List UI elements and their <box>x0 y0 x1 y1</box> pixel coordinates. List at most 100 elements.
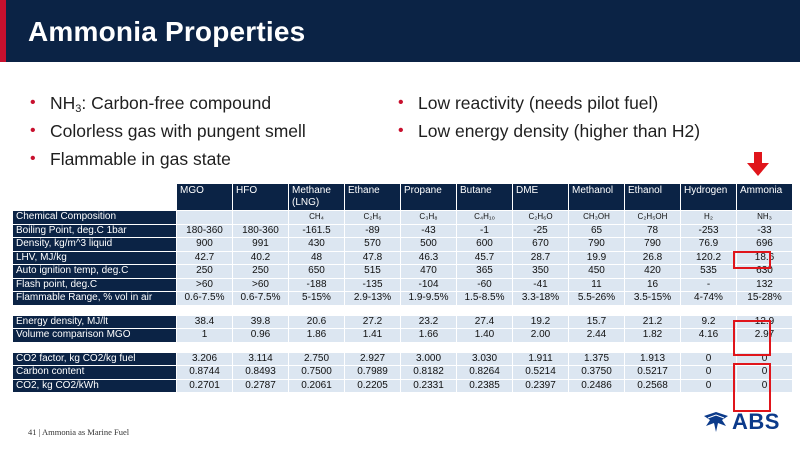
table-cell: -135 <box>344 277 401 292</box>
bullet-item: • Low reactivity (needs pilot fuel) <box>398 92 700 120</box>
row-label: Density, kg/m^3 liquid <box>12 237 177 252</box>
table-cell: 0 <box>680 378 737 393</box>
table-cell: 1.86 <box>288 328 345 343</box>
column-header: Ammonia <box>736 183 793 211</box>
table-cell: -60 <box>456 277 513 292</box>
table-cell: 0.2397 <box>512 378 569 393</box>
table-cell: 3.114 <box>232 351 289 366</box>
table-cell: 0.7500 <box>288 365 345 380</box>
bullet-dot-icon: • <box>30 150 36 167</box>
table-cell: 1.66 <box>400 328 457 343</box>
table-cell: 2.97 <box>736 328 793 343</box>
table-cell: -43 <box>400 223 457 238</box>
row-label: CO2 factor, kg CO2/kg fuel <box>12 351 177 366</box>
table-cell: CH₄ <box>288 210 345 225</box>
table-cell: 15-28% <box>736 291 793 306</box>
table-cell: 5.5-26% <box>568 291 625 306</box>
table-cell: 1.82 <box>624 328 681 343</box>
table-cell: 0.5217 <box>624 365 681 380</box>
highlight-energy-ammonia <box>733 320 771 356</box>
table-cell: 23.2 <box>400 314 457 329</box>
table-row: Energy density, MJ/lt 38.4 39.8 20.6 27.2 23.… <box>12 314 793 329</box>
row-label: CO2, kg CO2/kWh <box>12 378 177 393</box>
bullet-dot-icon: • <box>398 94 404 111</box>
table-cell: 0.3750 <box>568 365 625 380</box>
table-cell: 9.2 <box>680 314 737 329</box>
table-cell: 46.3 <box>400 250 457 265</box>
table-cell: 991 <box>232 237 289 252</box>
table-cell: 0.5214 <box>512 365 569 380</box>
table-cell: -161.5 <box>288 223 345 238</box>
table-cell: 132 <box>736 277 793 292</box>
table-cell: C₂H₆O <box>512 210 569 225</box>
table-cell: 45.7 <box>456 250 513 265</box>
table-cell: 15.7 <box>568 314 625 329</box>
table-cell: 0.8493 <box>232 365 289 380</box>
table-cell: 0.2385 <box>456 378 513 393</box>
table-corner-blank <box>12 183 177 211</box>
bullet-text: Low energy density (higher than H2) <box>418 121 701 141</box>
table-cell: 0.8744 <box>176 365 233 380</box>
table-cell: -188 <box>288 277 345 292</box>
table-cell: 4-74% <box>680 291 737 306</box>
table-cell: 1 <box>176 328 233 343</box>
table-cell: -41 <box>512 277 569 292</box>
table-cell: 0.8182 <box>400 365 457 380</box>
down-arrow-icon <box>747 152 769 176</box>
table-row: Density, kg/m^3 liquid 900 991 430 570 500 600… <box>12 237 793 252</box>
column-header: Propane <box>400 183 457 211</box>
table-cell: 16 <box>624 277 681 292</box>
column-header: Ethane <box>344 183 401 211</box>
table-cell: 180-360 <box>232 223 289 238</box>
table-row: Auto ignition temp, deg.C 250 250 650 515 470… <box>12 264 793 279</box>
row-label: Flash point, deg.C <box>12 277 177 292</box>
table-cell: 0.6-7.5% <box>176 291 233 306</box>
table-cell: 78 <box>624 223 681 238</box>
table-cell: 0.2061 <box>288 378 345 393</box>
table-cell: 515 <box>344 264 401 279</box>
table-cell: 430 <box>288 237 345 252</box>
highlight-lhv-ammonia <box>733 251 771 269</box>
table-cell: 0.2205 <box>344 378 401 393</box>
table-spacer-row <box>12 342 793 352</box>
table-cell: 4.16 <box>680 328 737 343</box>
table-cell: 65 <box>568 223 625 238</box>
table-cell: 1.913 <box>624 351 681 366</box>
row-label: Volume comparison MGO <box>12 328 177 343</box>
table-cell: 19.2 <box>512 314 569 329</box>
table-cell: 250 <box>176 264 233 279</box>
table-cell: C₃H₈ <box>400 210 457 225</box>
column-header: Butane <box>456 183 513 211</box>
table-cell: 27.4 <box>456 314 513 329</box>
table-cell: 0 <box>736 365 793 380</box>
table-cell: 27.2 <box>344 314 401 329</box>
table-cell: 0 <box>680 365 737 380</box>
row-label: Chemical Composition <box>12 210 177 225</box>
table-cell: 696 <box>736 237 793 252</box>
table-cell: 790 <box>624 237 681 252</box>
table-cell: 0.8264 <box>456 365 513 380</box>
table-cell: -104 <box>400 277 457 292</box>
table-cell: 0.2568 <box>624 378 681 393</box>
column-header: HFO <box>232 183 289 211</box>
table-cell: 350 <box>512 264 569 279</box>
table-cell: 180-360 <box>176 223 233 238</box>
table-cell: 28.7 <box>512 250 569 265</box>
table-cell: 18.6 <box>736 250 793 265</box>
title-accent-stripe <box>0 0 6 62</box>
bullet-text: Low reactivity (needs pilot fuel) <box>418 93 659 113</box>
table-cell: 600 <box>456 237 513 252</box>
highlight-co2-ammonia <box>733 363 771 412</box>
table-cell: 2.9-13% <box>344 291 401 306</box>
table-cell: 1.5-8.5% <box>456 291 513 306</box>
column-header: DME <box>512 183 569 211</box>
table-cell: 2.750 <box>288 351 345 366</box>
table-cell: 2.927 <box>344 351 401 366</box>
table-cell: 3.5-15% <box>624 291 681 306</box>
table-cell: -25 <box>512 223 569 238</box>
table-cell: 3.030 <box>456 351 513 366</box>
table-cell: 21.2 <box>624 314 681 329</box>
logo-text: ABS <box>732 409 780 434</box>
slide-title: Ammonia Properties <box>28 16 306 47</box>
table-cell: 3.3-18% <box>512 291 569 306</box>
